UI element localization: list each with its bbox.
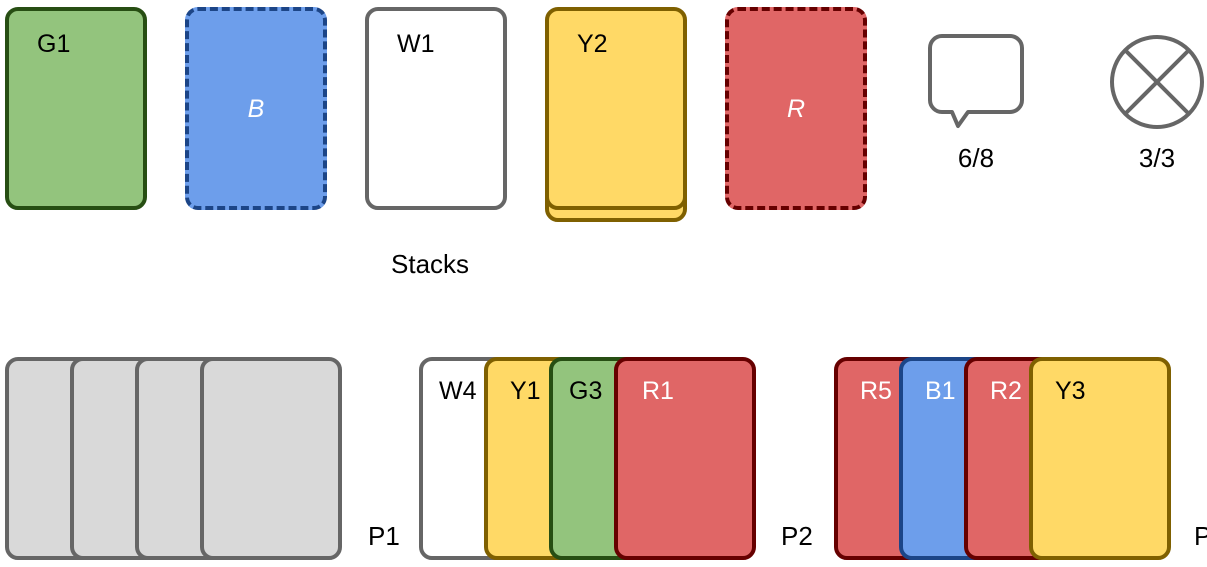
player-name: P1: [368, 521, 400, 551]
player-name: P2: [781, 521, 813, 551]
hand-card[interactable]: R1: [614, 357, 756, 560]
hint-count: 6/8: [957, 143, 995, 173]
stack-card-red[interactable]: R: [725, 7, 867, 210]
card-label: B1: [925, 377, 956, 405]
card-label: G3: [569, 377, 603, 405]
stack-card-yellow[interactable]: Y2: [545, 7, 687, 210]
speech-bubble-icon: [928, 34, 1024, 128]
hand-card[interactable]: Y3: [1029, 357, 1171, 560]
card-label: Y1: [510, 377, 541, 405]
card-label: R1: [642, 377, 674, 405]
card-label: G1: [37, 30, 71, 58]
card-label: R5: [860, 377, 892, 405]
hidden-card[interactable]: [200, 357, 342, 560]
card-label: R: [786, 95, 806, 123]
card-label: R2: [990, 377, 1022, 405]
stack-card-white[interactable]: W1: [365, 7, 507, 210]
card-label: Y2: [577, 30, 608, 58]
card-label: W4: [439, 377, 477, 405]
card-label: B: [247, 95, 265, 123]
stack-card-green[interactable]: G1: [5, 7, 147, 210]
player-name: P: [1194, 521, 1207, 551]
card-label: W1: [397, 30, 435, 58]
crossed-circle-icon: [1110, 35, 1204, 129]
stacks-caption: Stacks: [391, 249, 470, 279]
card-label: Y3: [1055, 377, 1086, 405]
stack-card-blue[interactable]: B: [185, 7, 327, 210]
fuse-count: 3/3: [1138, 143, 1176, 173]
